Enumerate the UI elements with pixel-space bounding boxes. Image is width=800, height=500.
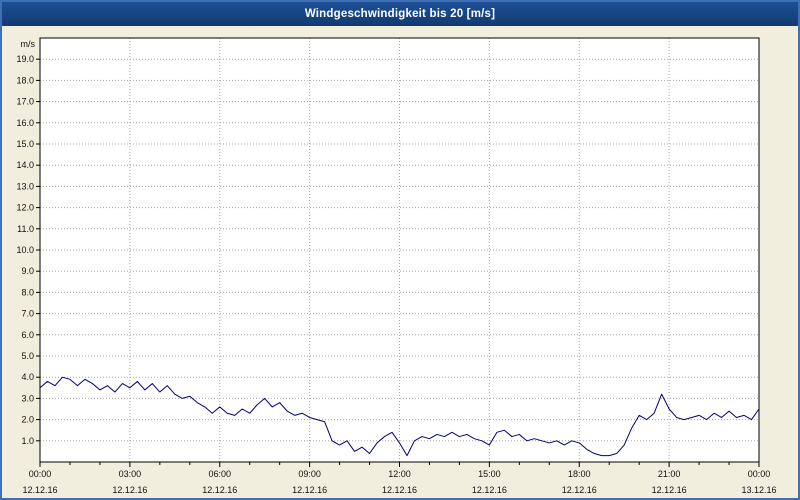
chart-title-bar: Windgeschwindigkeit bis 20 [m/s] — [2, 2, 798, 26]
svg-text:17.0: 17.0 — [16, 97, 34, 107]
svg-text:12.12.16: 12.12.16 — [202, 485, 237, 495]
wind-speed-line-chart: 1.0 2.0 3.0 4.0 5.0 6.0 7.0 8.0 9.0 10.0 11.0 12.0 1… — [16, 37, 777, 495]
svg-text:13.0: 13.0 — [16, 181, 34, 191]
svg-text:12.12.16: 12.12.16 — [112, 485, 147, 495]
svg-text:12.12.16: 12.12.16 — [652, 485, 687, 495]
svg-text:09:00: 09:00 — [298, 469, 321, 479]
svg-text:12.12.16: 12.12.16 — [292, 485, 327, 495]
svg-text:9.0: 9.0 — [21, 266, 34, 276]
svg-text:06:00: 06:00 — [208, 469, 231, 479]
svg-text:12.12.16: 12.12.16 — [22, 485, 57, 495]
svg-text:19.0: 19.0 — [16, 54, 34, 64]
svg-text:12:00: 12:00 — [388, 469, 411, 479]
svg-text:3.0: 3.0 — [21, 393, 34, 403]
svg-text:18.0: 18.0 — [16, 75, 34, 85]
svg-text:4.0: 4.0 — [21, 372, 34, 382]
svg-text:6.0: 6.0 — [21, 330, 34, 340]
svg-text:13.12.16: 13.12.16 — [741, 485, 776, 495]
svg-text:14.0: 14.0 — [16, 160, 34, 170]
svg-text:03:00: 03:00 — [119, 469, 142, 479]
svg-text:12.0: 12.0 — [16, 203, 34, 213]
svg-text:21:00: 21:00 — [658, 469, 681, 479]
svg-text:5.0: 5.0 — [21, 351, 34, 361]
chart-title: Windgeschwindigkeit bis 20 [m/s] — [304, 8, 496, 20]
svg-text:8.0: 8.0 — [21, 287, 34, 297]
svg-text:15:00: 15:00 — [478, 469, 501, 479]
svg-text:1.0: 1.0 — [21, 436, 34, 446]
svg-text:11.0: 11.0 — [17, 224, 34, 234]
chart-area: 1.0 2.0 3.0 4.0 5.0 6.0 7.0 8.0 9.0 10.0 11.0 12.0 1… — [2, 26, 798, 496]
svg-text:12.12.16: 12.12.16 — [472, 485, 507, 495]
svg-text:10.0: 10.0 — [16, 245, 34, 255]
svg-text:16.0: 16.0 — [16, 118, 34, 128]
svg-text:00:00: 00:00 — [29, 469, 52, 479]
svg-text:15.0: 15.0 — [16, 139, 34, 149]
svg-text:m/s: m/s — [21, 39, 36, 49]
svg-text:12.12.16: 12.12.16 — [562, 485, 597, 495]
svg-text:12.12.16: 12.12.16 — [382, 485, 417, 495]
svg-text:18:00: 18:00 — [568, 469, 591, 479]
svg-text:7.0: 7.0 — [21, 309, 34, 319]
svg-text:00:00: 00:00 — [748, 469, 771, 479]
svg-text:2.0: 2.0 — [21, 415, 34, 425]
